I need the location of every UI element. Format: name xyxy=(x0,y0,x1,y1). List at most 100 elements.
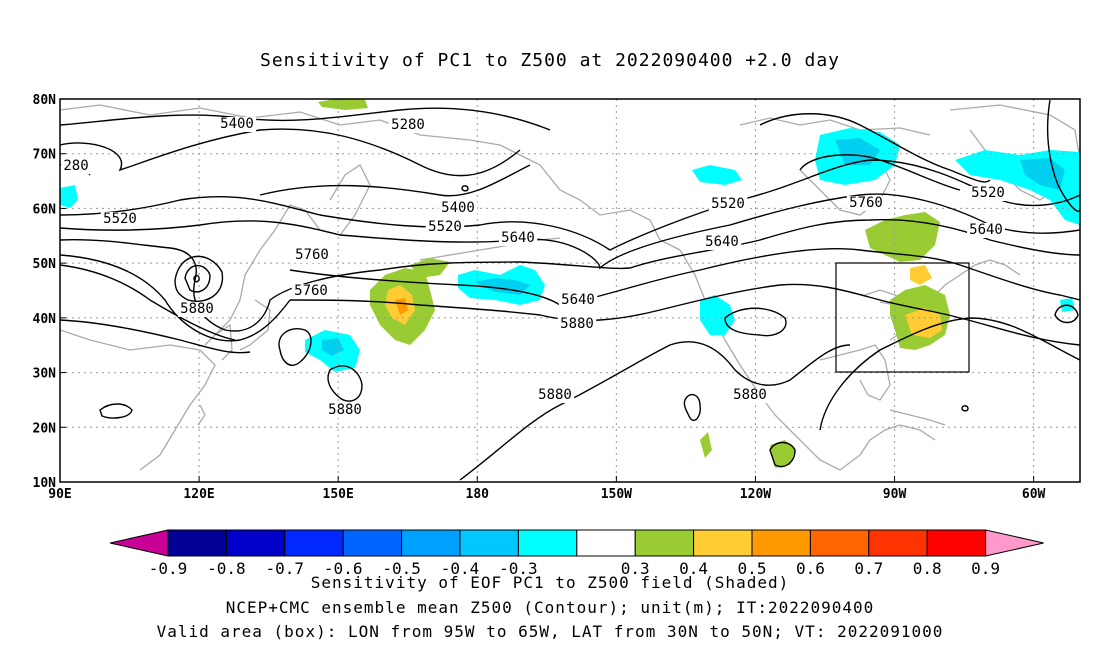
contour-label: 5400 xyxy=(220,116,254,132)
contour-label-bg xyxy=(558,293,598,308)
contour-5520-greenland xyxy=(1046,99,1080,212)
contour-5760 xyxy=(60,248,1080,341)
coast-arctic-islands xyxy=(739,117,931,136)
colorbar-label: 0.9 xyxy=(971,559,1000,578)
coast-mexico-east xyxy=(839,424,936,471)
map-frame xyxy=(59,98,1081,483)
contour-label: 5880 xyxy=(560,316,594,332)
colorbar-segment xyxy=(284,529,344,557)
contour-label: 5880 xyxy=(328,402,362,418)
contour-label-bg xyxy=(425,220,465,235)
contour-label-bg xyxy=(846,196,886,211)
contour-label-bg xyxy=(498,231,538,246)
x-tick-label: 150E xyxy=(323,487,354,502)
contour-label-bg xyxy=(177,302,217,317)
contour-5880-pac xyxy=(459,341,851,481)
caption-line-2: NCEP+CMC ensemble mean Z500 (Contour); u… xyxy=(225,598,875,617)
contour-5880-ring-b xyxy=(327,365,363,402)
map-title: Sensitivity of PC1 to Z500 at 2022090400… xyxy=(259,50,840,71)
contour-label-bg xyxy=(969,186,1007,201)
colorbar-label: -0.6 xyxy=(324,559,363,578)
colorbar-label: 0.7 xyxy=(854,559,883,578)
contour-label-bg xyxy=(61,159,91,174)
contour-labels: 5400 5280 280 5520 5400 5520 5640 5520 5760 5640 5… xyxy=(61,116,1007,418)
contour-label-bg xyxy=(535,388,575,403)
contour-5880 xyxy=(60,283,1080,354)
contour-label: 5520 xyxy=(103,211,137,227)
contour-5400-nao xyxy=(759,113,991,183)
colorbar-label: -0.9 xyxy=(149,559,188,578)
shade-green-mex xyxy=(700,432,712,458)
colorbar-segment xyxy=(459,529,519,557)
colorbar-segment xyxy=(342,529,403,557)
colorbar-segment xyxy=(868,529,928,557)
coast-kamchatka xyxy=(204,164,371,346)
colorbar-label: -0.5 xyxy=(382,559,421,578)
colorbar-segment xyxy=(926,529,987,557)
x-tick-label: 60W xyxy=(1022,487,1046,502)
shade-cyan-dark-greenland xyxy=(1020,158,1065,190)
y-tick-label: 20N xyxy=(33,421,57,436)
colorbar-segment xyxy=(225,529,286,557)
contour-label: 5640 xyxy=(501,230,535,246)
contour-label-bg xyxy=(292,248,332,263)
contour-label-bg xyxy=(708,197,748,212)
shade-cyan-na-west xyxy=(700,295,735,335)
contour-label-bg xyxy=(100,212,140,227)
map-axes: 90E 120E 150E 180 150W 120W 90W 60W 80N 70N 60N 50N… xyxy=(33,93,1046,502)
colorbar-arrow-left xyxy=(109,529,169,557)
colorbar-label: 0.3 xyxy=(621,559,650,578)
shade-cyan-west xyxy=(60,185,78,208)
contour-label-bg xyxy=(702,235,742,250)
contour-label: 5880 xyxy=(538,387,572,403)
coast-gulf xyxy=(819,344,891,401)
sensitivity-shading xyxy=(60,99,1080,468)
coast-cuba xyxy=(889,409,946,426)
coast-na-west xyxy=(679,249,841,471)
contour-label-bg xyxy=(557,317,597,332)
shade-yellow-east-us xyxy=(905,308,942,338)
z500-contours xyxy=(60,99,1080,481)
contour-5640-b xyxy=(60,254,291,342)
colorbar-label: -0.7 xyxy=(266,559,305,578)
contour-label: 280 xyxy=(63,158,88,174)
contour-label: 5520 xyxy=(711,196,745,212)
colorbar-label: -0.3 xyxy=(499,559,538,578)
contour-label-bg xyxy=(217,117,257,132)
contour-5400-a xyxy=(60,128,521,177)
colorbar-segment xyxy=(401,529,461,557)
contour-label: 5880 xyxy=(733,387,767,403)
colorbar-label: -0.8 xyxy=(207,559,246,578)
contour-label-bg xyxy=(325,403,365,418)
colorbar-label: 0.5 xyxy=(738,559,767,578)
colorbar-segment xyxy=(809,529,870,557)
contour-label: 5400 xyxy=(441,200,475,216)
contour-ring-kamch xyxy=(461,185,469,192)
colorbar-arrow-right xyxy=(985,529,1044,557)
colorbar-segment xyxy=(576,529,636,557)
contour-label-bg xyxy=(730,388,770,403)
x-tick-label: 120E xyxy=(183,487,214,502)
contour-5520 xyxy=(60,159,1080,251)
contour-ring-sib-dot xyxy=(193,274,200,283)
contour-label: 5760 xyxy=(849,195,883,211)
contour-ring-car xyxy=(769,441,796,468)
contour-ring-siberia xyxy=(174,255,224,302)
x-tick-label: 90E xyxy=(48,487,71,502)
contour-label-bg xyxy=(438,201,478,216)
colorbar: -0.9 -0.8 -0.7 -0.6 -0.5 -0.4 -0.3 0.3 0.4 0.5 0.6… xyxy=(109,529,1044,578)
contour-5880-ring-c xyxy=(683,393,702,422)
coast-taiwan xyxy=(197,404,206,426)
shade-green-arctic xyxy=(318,99,368,110)
caption-line-3: Valid area (box): LON from 95W to 65W, L… xyxy=(156,622,944,641)
contour-label-bg xyxy=(967,223,1005,238)
contour-label: 5280 xyxy=(391,117,425,133)
contour-label: 5760 xyxy=(295,247,329,263)
contour-label: 5640 xyxy=(705,234,739,250)
colorbar-segment xyxy=(751,529,811,557)
contour-label: 5760 xyxy=(294,283,328,299)
contour-label: 5520 xyxy=(971,185,1005,201)
colorbar-label: 0.6 xyxy=(796,559,825,578)
contour-ring-china xyxy=(99,403,133,419)
colorbar-label: -0.4 xyxy=(441,559,480,578)
